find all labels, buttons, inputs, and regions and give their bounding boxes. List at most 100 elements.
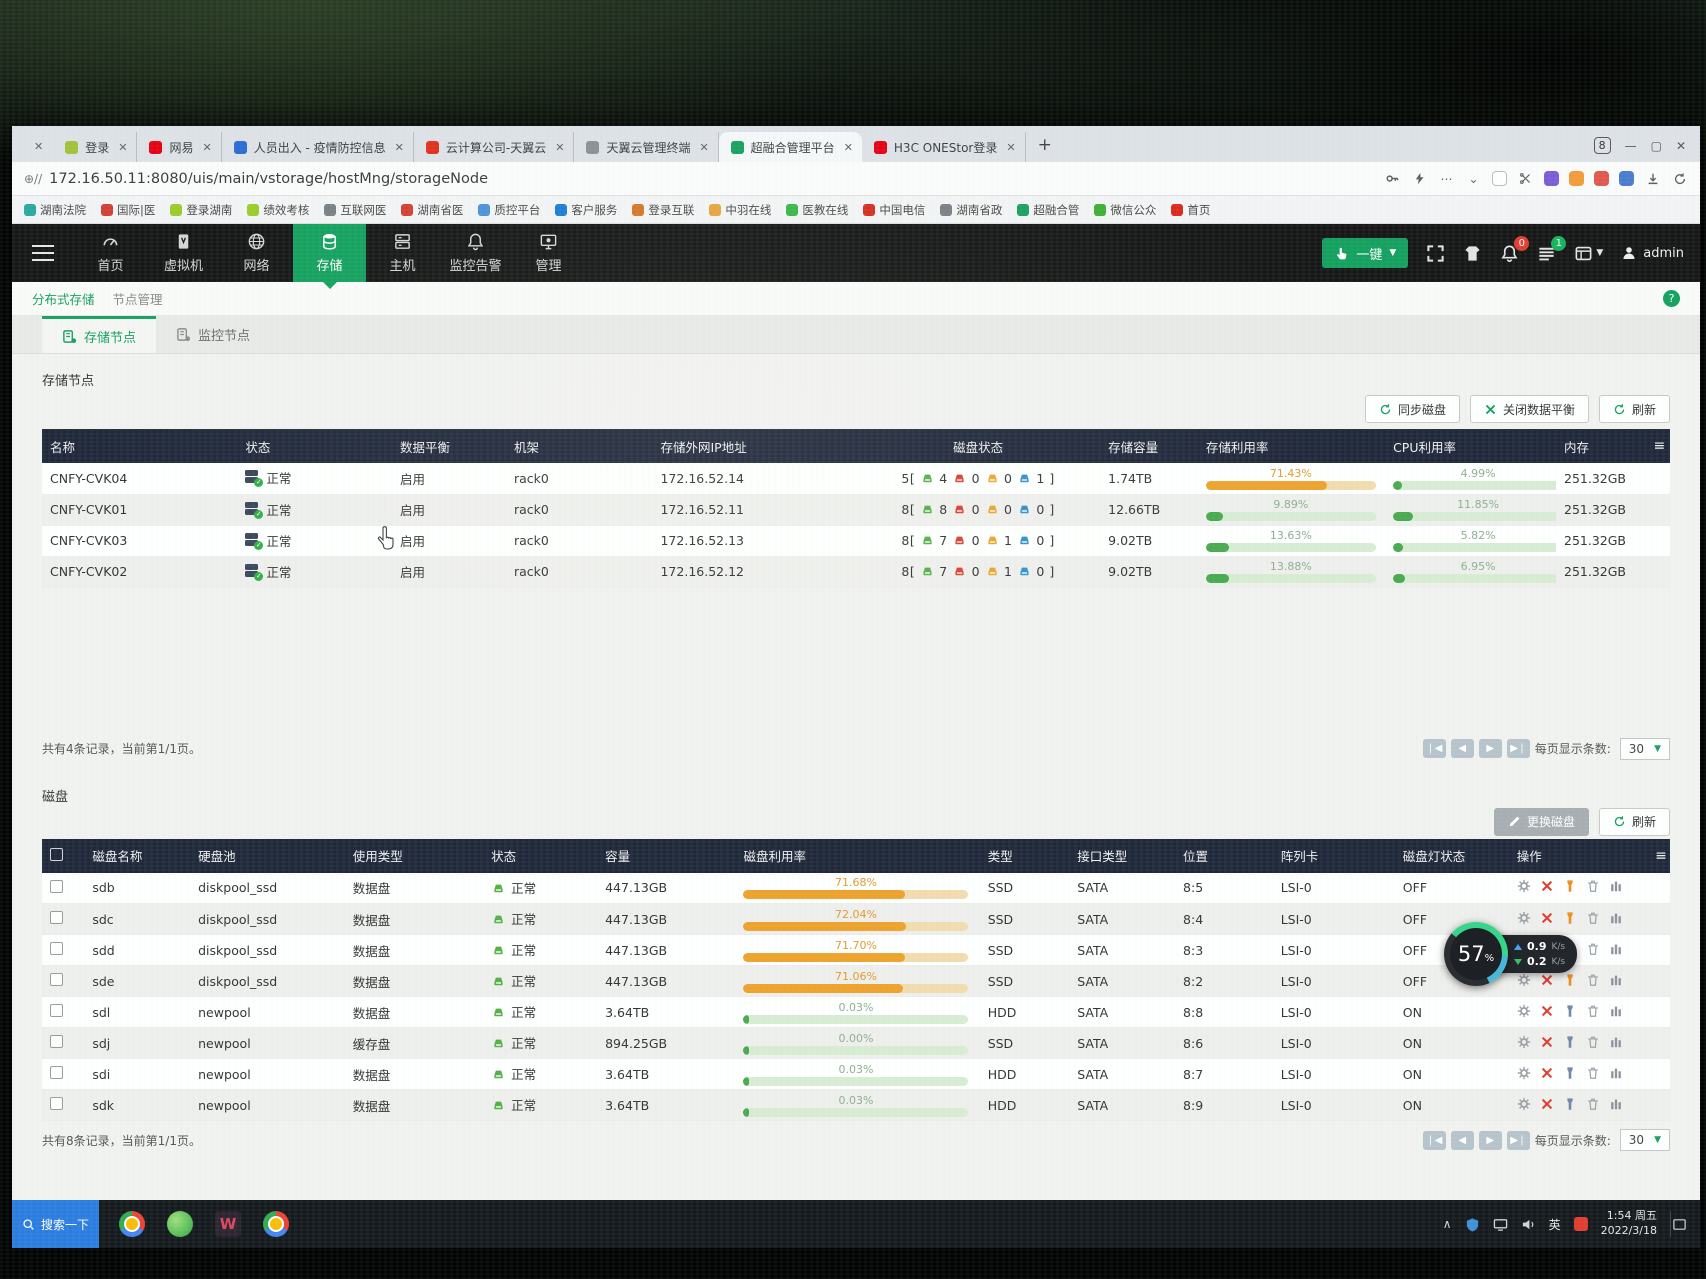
table-row[interactable]: CNFY-CVK01 ✓ 正常 启用 rack0 172.16.52.11 8[ … xyxy=(42,494,1670,526)
table-row[interactable]: CNFY-CVK03 ✓ 正常 启用 rack0 172.16.52.13 8[ … xyxy=(42,525,1670,557)
row-checkbox[interactable] xyxy=(42,934,85,966)
table-row[interactable]: sdl newpool 数据盘 正常 3.64TB 0.03% HDD SATA… xyxy=(42,996,1670,1028)
minimize-button[interactable]: — xyxy=(1624,138,1637,153)
nav-item-storage[interactable]: 存储 xyxy=(293,224,366,289)
table-row[interactable]: sdb diskpool_ssd 数据盘 正常 447.13GB 71.68% … xyxy=(42,872,1670,904)
bookmark-item[interactable]: 互联网医 xyxy=(324,202,386,218)
password-key-icon[interactable] xyxy=(1384,170,1401,187)
shield-icon[interactable] xyxy=(1465,1217,1480,1232)
display-icon[interactable] xyxy=(1493,1217,1508,1232)
row-checkbox[interactable] xyxy=(42,1089,85,1121)
first-page-button[interactable]: ❘◀ xyxy=(1422,739,1446,758)
extension-icon[interactable] xyxy=(1544,171,1559,186)
delete-icon[interactable] xyxy=(1540,1035,1554,1052)
detail-icon[interactable] xyxy=(1609,1066,1623,1083)
chevron-down-icon[interactable]: ⌄ xyxy=(1468,171,1479,186)
settings-icon[interactable] xyxy=(1517,879,1531,896)
alarm-bell-icon[interactable]: 0 xyxy=(1500,235,1530,263)
tab-close-icon[interactable]: ✕ xyxy=(202,140,212,154)
close-button[interactable]: ✕ xyxy=(1675,138,1686,153)
bookmark-item[interactable]: 医教在线 xyxy=(786,202,848,218)
trash-icon[interactable] xyxy=(1586,942,1600,959)
detail-icon[interactable] xyxy=(1609,879,1623,896)
delete-icon[interactable] xyxy=(1540,879,1554,896)
table-row[interactable]: sdi newpool 数据盘 正常 3.64TB 0.03% HDD SATA… xyxy=(42,1058,1670,1090)
trash-icon[interactable] xyxy=(1586,1097,1600,1114)
bookmark-item[interactable]: 登录湖南 xyxy=(170,202,232,218)
tab-close-icon[interactable]: ✕ xyxy=(699,140,709,154)
nav-item-vm[interactable]: 虚拟机 xyxy=(147,224,220,282)
maximize-button[interactable]: ▢ xyxy=(1650,138,1662,153)
nav-item-monitor[interactable]: 管理 xyxy=(512,224,585,282)
trash-icon[interactable] xyxy=(1586,973,1600,990)
scissors-icon[interactable] xyxy=(1517,170,1534,187)
delete-icon[interactable] xyxy=(1540,973,1554,990)
delete-icon[interactable] xyxy=(1540,1004,1554,1021)
row-checkbox[interactable] xyxy=(42,872,85,904)
detail-icon[interactable] xyxy=(1609,942,1623,959)
breadcrumb-item[interactable]: 节点管理 xyxy=(112,292,163,307)
page-size-select[interactable]: 30 ▼ xyxy=(1619,737,1670,760)
browser-tab[interactable]: 网易 ✕ xyxy=(137,132,222,162)
detail-icon[interactable] xyxy=(1609,1004,1623,1021)
action-button[interactable]: 刷新 xyxy=(1598,395,1670,423)
upload-icon[interactable] xyxy=(1463,244,1482,263)
tray-expand-icon[interactable]: ∧ xyxy=(1442,1217,1452,1231)
extension-icon[interactable] xyxy=(1492,171,1507,186)
detail-icon[interactable] xyxy=(1609,1097,1623,1114)
locate-light-icon[interactable] xyxy=(1563,1035,1577,1052)
delete-icon[interactable] xyxy=(1540,911,1554,928)
help-icon[interactable]: ? xyxy=(1663,290,1680,307)
speaker-icon[interactable] xyxy=(1521,1217,1536,1232)
settings-icon[interactable] xyxy=(1517,1066,1531,1083)
fullscreen-icon[interactable] xyxy=(1426,244,1445,263)
one-key-button[interactable]: 一键 ▼ xyxy=(1322,238,1409,268)
notification-pane-button[interactable] xyxy=(1670,1211,1688,1237)
locate-light-icon[interactable] xyxy=(1563,973,1577,990)
bookmark-item[interactable]: 超融合管 xyxy=(1017,202,1079,218)
detail-icon[interactable] xyxy=(1609,1035,1623,1052)
nav-item-gauge[interactable]: 首页 xyxy=(74,224,147,282)
nav-item-globe[interactable]: 网络 xyxy=(220,224,293,282)
bookmark-item[interactable]: 首页 xyxy=(1171,202,1210,218)
bookmark-item[interactable]: 客户服务 xyxy=(555,202,617,218)
chrome-icon[interactable] xyxy=(263,1211,290,1237)
browser-tab[interactable]: H3C ONEStor登录 ✕ xyxy=(862,132,1026,162)
language-indicator[interactable]: 英 xyxy=(1548,1217,1561,1232)
next-page-button[interactable]: ▶ xyxy=(1478,1130,1502,1150)
layout-menu-icon[interactable]: ▼ xyxy=(1574,244,1603,263)
bookmark-item[interactable]: 绩效考核 xyxy=(247,202,309,218)
page-tab[interactable]: 存储节点 xyxy=(42,316,157,353)
tray-app-icon[interactable] xyxy=(1573,1217,1588,1231)
settings-icon[interactable] xyxy=(1517,1035,1531,1052)
chrome-icon[interactable] xyxy=(119,1211,146,1237)
browser-tab[interactable]: 人员出入 - 疫情防控信息 ✕ xyxy=(222,132,414,162)
bookmark-item[interactable]: 国际|医 xyxy=(101,202,155,218)
column-config-icon[interactable]: ≡ xyxy=(1647,838,1670,873)
user-menu[interactable]: admin xyxy=(1621,245,1684,261)
bookmark-item[interactable]: 微信公众 xyxy=(1094,202,1156,218)
bookmark-item[interactable]: 登录互联 xyxy=(632,202,694,218)
table-row[interactable]: CNFY-CVK04 ✓ 正常 启用 rack0 172.16.52.14 5[ … xyxy=(42,463,1670,495)
trash-icon[interactable] xyxy=(1586,1066,1600,1083)
nav-item-host[interactable]: 主机 xyxy=(366,224,439,282)
locate-light-icon[interactable] xyxy=(1563,1004,1577,1021)
detail-icon[interactable] xyxy=(1609,911,1623,928)
site-info-icon[interactable]: ⊕// xyxy=(24,171,43,186)
more-extensions-icon[interactable]: ⋯ xyxy=(1440,171,1453,186)
table-row[interactable]: CNFY-CVK02 ✓ 正常 启用 rack0 172.16.52.12 8[ … xyxy=(42,556,1670,588)
row-checkbox[interactable] xyxy=(42,1027,85,1059)
browser-tab[interactable]: 云计算公司-天翼云 ✕ xyxy=(414,132,575,162)
locate-light-icon[interactable] xyxy=(1563,879,1577,896)
tab-close-icon[interactable]: ✕ xyxy=(394,140,404,154)
bookmark-item[interactable]: 湖南省医 xyxy=(401,202,463,218)
nav-item-bell[interactable]: 监控告警 xyxy=(439,224,512,282)
bookmark-item[interactable]: 湖南省政 xyxy=(940,202,1002,218)
trash-icon[interactable] xyxy=(1586,1035,1600,1052)
settings-icon[interactable] xyxy=(1517,911,1531,928)
tab-count-badge[interactable]: 8 xyxy=(1593,137,1611,154)
row-checkbox[interactable] xyxy=(42,1058,85,1090)
settings-icon[interactable] xyxy=(1517,1004,1531,1021)
page-tab[interactable]: 监控节点 xyxy=(156,316,270,353)
wps-icon[interactable]: W xyxy=(215,1211,242,1237)
